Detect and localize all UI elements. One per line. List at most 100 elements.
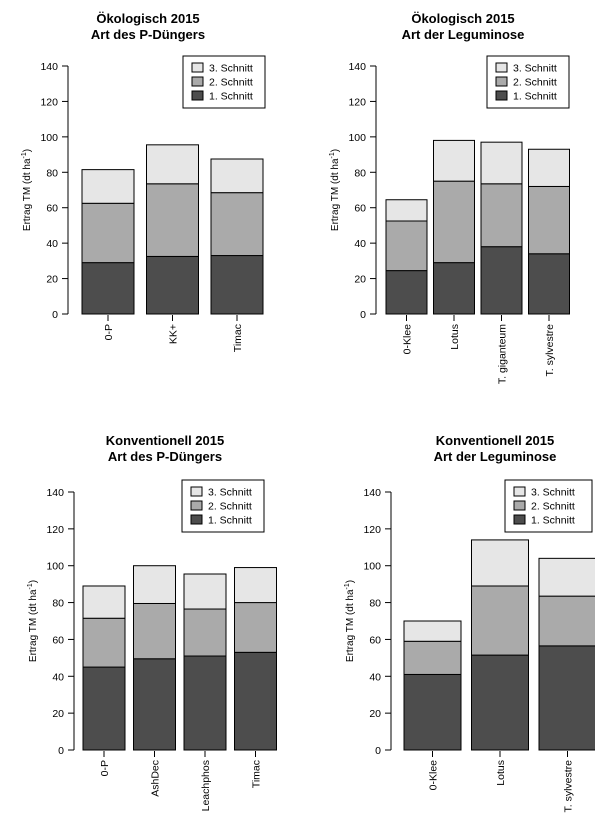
y-tick-label: 100 xyxy=(363,561,381,573)
bar-segment-lotus-schnitt-3 xyxy=(471,539,529,587)
bar-segment-0-p-schnitt-1 xyxy=(81,262,135,315)
y-tick-label: 0 xyxy=(375,745,381,757)
y-axis-label: Ertrag TM (dt ha-1) xyxy=(21,149,33,231)
bar-segment-ashdec-schnitt-2 xyxy=(133,602,176,660)
legend-swatch-schnitt-1 xyxy=(190,514,203,525)
x-tick-label: Timac xyxy=(232,324,244,352)
bar-segment-timac-schnitt-1 xyxy=(210,255,264,315)
legend-label-schnitt-2: 2. Schnitt xyxy=(531,501,575,513)
y-tick-label: 20 xyxy=(369,708,381,720)
y-tick-label: 140 xyxy=(348,61,366,73)
chart-subtitle: Art des P-Düngers xyxy=(91,27,205,42)
y-tick-label: 80 xyxy=(46,167,58,179)
legend-swatch-schnitt-3 xyxy=(513,486,526,497)
y-tick-label: 0 xyxy=(52,309,58,321)
legend-label-schnitt-3: 3. Schnitt xyxy=(513,63,557,75)
bar-segment-0-klee-schnitt-2 xyxy=(385,220,428,272)
y-tick-label: 0 xyxy=(58,745,64,757)
x-tick-label: 0-Klee xyxy=(402,324,414,355)
bar-segment-timac-schnitt-3 xyxy=(234,567,277,604)
legend-swatch-schnitt-2 xyxy=(191,76,204,87)
y-tick-label: 40 xyxy=(52,671,64,683)
x-tick-label: 0-P xyxy=(103,324,115,340)
bar-segment-lotus-schnitt-3 xyxy=(433,139,475,182)
y-tick-label: 20 xyxy=(354,274,366,286)
bar-segment-0-p-schnitt-1 xyxy=(82,666,126,751)
bar-segment-0-klee-schnitt-3 xyxy=(385,199,428,222)
bar-segment-0-p-schnitt-3 xyxy=(82,585,126,619)
y-tick-label: 40 xyxy=(354,238,366,250)
bar-segment-0-p-schnitt-3 xyxy=(81,169,135,204)
bar-segment-timac-schnitt-1 xyxy=(234,651,277,751)
legend: 3. Schnitt 2. Schnitt 1. Schnitt xyxy=(181,479,265,533)
bar-segment-t-sylvestre-schnitt-1 xyxy=(538,645,595,751)
chart-subtitle: Art der Leguminose xyxy=(434,449,557,464)
legend-label-schnitt-1: 1. Schnitt xyxy=(209,91,253,103)
y-tick-label: 60 xyxy=(52,634,64,646)
y-tick-label: 100 xyxy=(46,561,64,573)
chart-subtitle: Art des P-Düngers xyxy=(108,449,222,464)
legend-swatch-schnitt-2 xyxy=(513,500,526,511)
bar-segment-t-sylvestre-schnitt-3 xyxy=(528,148,570,187)
bar-segment-lotus-schnitt-2 xyxy=(471,585,529,656)
x-tick-label: Timac xyxy=(251,760,263,788)
y-tick-label: 80 xyxy=(354,167,366,179)
x-tick-label: AshDec xyxy=(150,760,162,797)
x-tick-label: T. sylvestre xyxy=(544,324,556,377)
legend-label-schnitt-3: 3. Schnitt xyxy=(209,63,253,75)
chart-title: Konventionell 2015 xyxy=(436,433,554,448)
y-tick-label: 120 xyxy=(363,524,381,536)
y-tick-label: 100 xyxy=(348,132,366,144)
bar-segment-0-klee-schnitt-1 xyxy=(385,270,428,315)
bar-segment-0-klee-schnitt-1 xyxy=(403,673,462,751)
x-tick-label: T. sylvestre xyxy=(563,760,575,813)
bar-segment-ashdec-schnitt-3 xyxy=(133,565,176,604)
bar-segment-leachphos-schnitt-3 xyxy=(183,573,227,610)
legend-swatch-schnitt-2 xyxy=(190,500,203,511)
bar-segment-timac-schnitt-2 xyxy=(234,602,277,653)
y-tick-label: 60 xyxy=(354,203,366,215)
bar-segment-0-p-schnitt-2 xyxy=(82,617,126,668)
legend-label-schnitt-2: 2. Schnitt xyxy=(209,77,253,89)
legend-label-schnitt-3: 3. Schnitt xyxy=(531,487,575,499)
y-tick-label: 20 xyxy=(52,708,64,720)
y-axis-label: Ertrag TM (dt ha-1) xyxy=(344,580,356,662)
y-tick-label: 0 xyxy=(360,309,366,321)
bar-segment-lotus-schnitt-1 xyxy=(471,654,529,751)
bar-segment-ashdec-schnitt-1 xyxy=(133,658,176,751)
bar-segment-t-giganteum-schnitt-3 xyxy=(480,141,523,185)
x-tick-label: T. giganteum xyxy=(497,324,509,384)
bar-segment-t-giganteum-schnitt-2 xyxy=(480,183,523,248)
legend-label-schnitt-3: 3. Schnitt xyxy=(208,487,252,499)
bar-segment-lotus-schnitt-1 xyxy=(433,262,475,315)
bar-segment-0-klee-schnitt-2 xyxy=(403,640,462,675)
bar-segment-timac-schnitt-3 xyxy=(210,158,264,194)
legend-label-schnitt-1: 1. Schnitt xyxy=(531,515,575,527)
y-tick-label: 140 xyxy=(40,61,58,73)
y-tick-label: 140 xyxy=(363,487,381,499)
x-tick-label: 0-P xyxy=(99,760,111,776)
legend-swatch-schnitt-1 xyxy=(191,90,204,101)
bar-segment-t-sylvestre-schnitt-2 xyxy=(528,185,570,255)
bar-segment-kk--schnitt-1 xyxy=(146,255,199,315)
y-axis-label: Ertrag TM (dt ha-1) xyxy=(27,580,39,662)
legend-swatch-schnitt-2 xyxy=(495,76,508,87)
legend-swatch-schnitt-1 xyxy=(495,90,508,101)
bar-segment-leachphos-schnitt-2 xyxy=(183,608,227,657)
y-tick-label: 20 xyxy=(46,274,58,286)
chart-title: Ökologisch 2015 xyxy=(96,11,199,26)
bar-segment-t-sylvestre-schnitt-3 xyxy=(538,557,595,597)
bar-segment-kk--schnitt-3 xyxy=(146,144,199,185)
legend: 3. Schnitt 2. Schnitt 1. Schnitt xyxy=(504,479,593,533)
bar-segment-timac-schnitt-2 xyxy=(210,192,264,257)
y-tick-label: 100 xyxy=(40,132,58,144)
legend-label-schnitt-1: 1. Schnitt xyxy=(208,515,252,527)
legend: 3. Schnitt 2. Schnitt 1. Schnitt xyxy=(182,55,266,109)
legend-label-schnitt-2: 2. Schnitt xyxy=(513,77,557,89)
bar-segment-0-klee-schnitt-3 xyxy=(403,620,462,642)
chart-title: Ökologisch 2015 xyxy=(411,11,514,26)
